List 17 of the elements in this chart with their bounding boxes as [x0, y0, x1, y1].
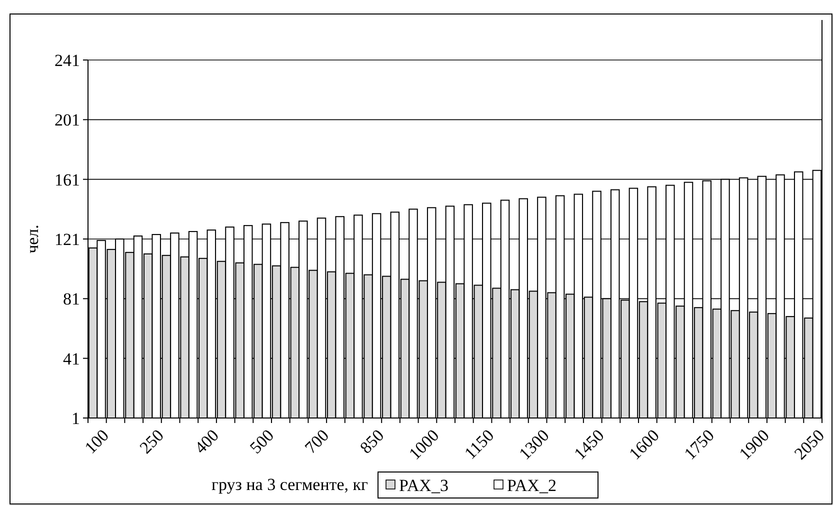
x-tick-label: 400	[191, 426, 223, 458]
y-tick-label: 161	[54, 170, 80, 190]
x-tick-label: 250	[136, 426, 168, 458]
y-tick-label: 41	[63, 349, 80, 368]
y-tick-label: 81	[63, 290, 80, 309]
x-tick-label: 700	[301, 426, 333, 458]
y-tick-label: 1	[72, 408, 80, 428]
y-tick-label: 201	[54, 110, 80, 130]
y-tick-label: 241	[54, 50, 80, 70]
legend-label: PAX_2	[507, 476, 556, 495]
y-tick-label: 121	[54, 230, 80, 249]
y-axis-title: чел.	[23, 224, 42, 254]
x-tick-label: 500	[246, 426, 278, 458]
x-axis-title: груз на 3 сегменте, кг	[211, 475, 368, 494]
legend-label: PAX_3	[399, 476, 448, 495]
x-tick-label: 100	[80, 426, 112, 458]
x-tick-label: 850	[356, 426, 388, 458]
